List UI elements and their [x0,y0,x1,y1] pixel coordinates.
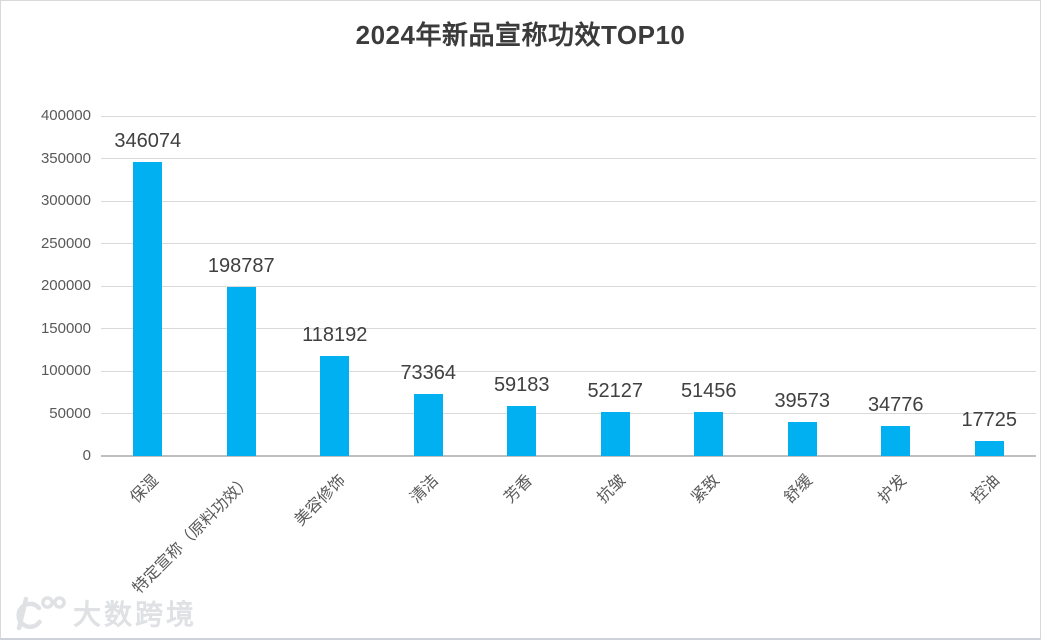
chart-title: 2024年新品宣称功效TOP10 [355,20,686,50]
x-axis-category-label: 护发 [875,472,910,507]
x-axis-category-label: 清洁 [407,472,443,507]
gridline [101,285,1036,287]
bar-value-label: 51456 [680,380,737,403]
bar-清洁 [413,393,443,456]
bar-特定宣称（原料功效） [226,287,256,456]
y-axis-tick-label: 0 [82,447,91,464]
bar-value-label: 118192 [302,323,368,346]
x-axis-category-label: 芳香 [501,472,536,507]
x-axis-category-label: 抗皱 [594,472,630,507]
gridline [101,115,1036,117]
gridline [101,200,1036,202]
x-axis-category-label: 美容修饰 [291,472,349,530]
bar-芳香 [507,405,537,456]
bar-value-label: 346074 [114,129,182,152]
bar-value-label: 73364 [400,361,457,384]
bar-value-label: 59183 [493,373,550,396]
bar-value-label: 17725 [961,408,1018,431]
bar-value-label: 34776 [867,394,924,417]
y-axis-tick-label: 50000 [49,404,91,422]
gridline [101,328,1036,329]
x-axis-category-label: 紧致 [688,472,723,507]
y-axis-tick-label: 150000 [40,319,91,337]
bar-紧致 [694,412,724,456]
bar-护发 [881,426,911,456]
bar-美容修饰 [320,355,350,456]
gridline [101,413,1036,414]
bar-保湿 [133,161,163,456]
y-axis-tick-label: 200000 [40,277,91,294]
y-axis-tick-label: 400000 [40,107,91,124]
watermark-text: 大数跨境 [73,599,198,630]
gridline [101,370,1036,372]
bar-value-label: 39573 [774,390,831,413]
bar-抗皱 [600,411,630,456]
y-axis-tick-label: 300000 [40,192,91,209]
bar-舒缓 [787,422,817,456]
y-axis-tick-label: 350000 [40,149,91,167]
loop-100-logo-icon [16,596,66,631]
y-axis-tick-label: 250000 [40,234,91,252]
gridline [101,243,1036,244]
x-axis-line [101,455,1036,457]
bar-value-label: 198787 [207,255,275,278]
y-axis-tick-label: 100000 [40,362,91,379]
bar-控油 [974,440,1004,456]
x-axis-category-label: 控油 [968,472,1004,507]
x-axis-category-label: 保湿 [127,472,162,507]
x-axis-category-label: 舒缓 [781,472,817,507]
watermark: 大数跨境 [9,592,197,634]
gridline [101,158,1036,159]
bar-value-label: 52127 [587,379,644,402]
